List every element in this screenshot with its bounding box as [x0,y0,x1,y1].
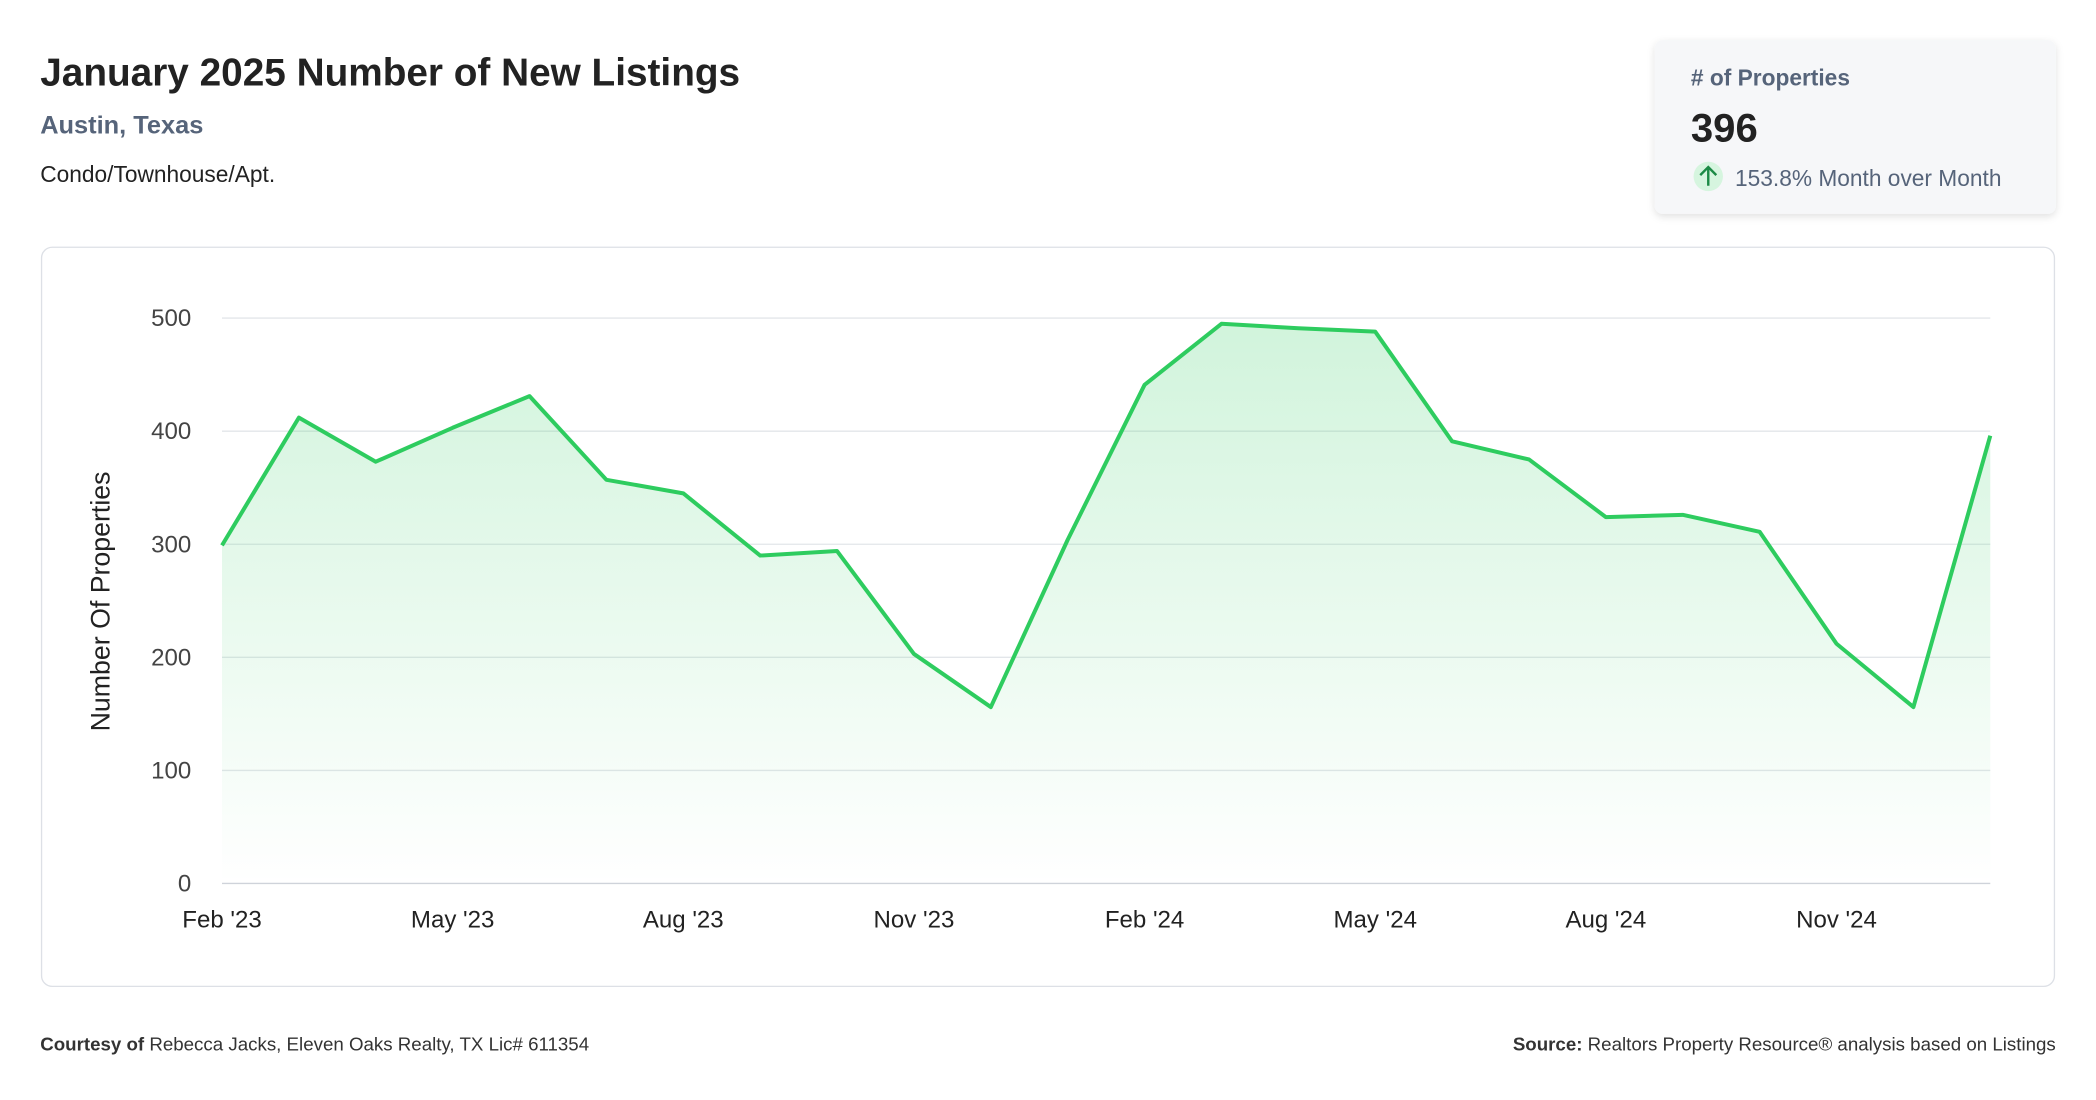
x-tick-label: Feb '24 [1105,907,1184,934]
kpi-change: 153.8% Month over Month [1735,165,2001,191]
kpi-card [1654,40,2056,214]
location: Austin, Texas [40,112,203,140]
y-tick-label: 0 [178,870,191,897]
area [221,323,1991,884]
x-tick-label: Nov '23 [874,907,955,934]
kpi-label: # of Properties [1691,65,1850,91]
kpi-value: 396 [1691,107,1758,151]
courtesy: Courtesy of Rebecca Jacks, Eleven Oaks R… [40,1034,589,1055]
y-axis-label: Number Of Properties [86,472,116,732]
x-tick-label: Feb '23 [182,907,261,934]
source-text: Realtors Property Resource® analysis bas… [1588,1034,2056,1055]
title: January 2025 Number of New Listings [40,52,740,95]
y-tick-label: 100 [151,757,191,784]
courtesy-text: Rebecca Jacks, Eleven Oaks Realty, TX Li… [149,1034,589,1055]
property-type: Condo/Townhouse/Apt. [40,161,275,187]
line [220,321,1993,710]
y-tick-label: 200 [151,644,191,671]
y-tick-label: 300 [151,531,191,558]
up-arrow [1699,165,1718,186]
x-tick-label: Aug '23 [643,907,724,934]
y-tick-label: 500 [151,305,191,332]
courtesy-label: Courtesy of [40,1034,145,1055]
y-tick-label: 400 [151,418,191,445]
source: Source: Realtors Property Resource® anal… [1513,1034,2056,1055]
source-label: Source: [1513,1034,1583,1055]
x-tick-label: May '23 [411,907,494,934]
x-tick-label: May '24 [1334,907,1417,934]
x-tick-label: Nov '24 [1796,907,1877,934]
x-tick-label: Aug '24 [1565,907,1646,934]
